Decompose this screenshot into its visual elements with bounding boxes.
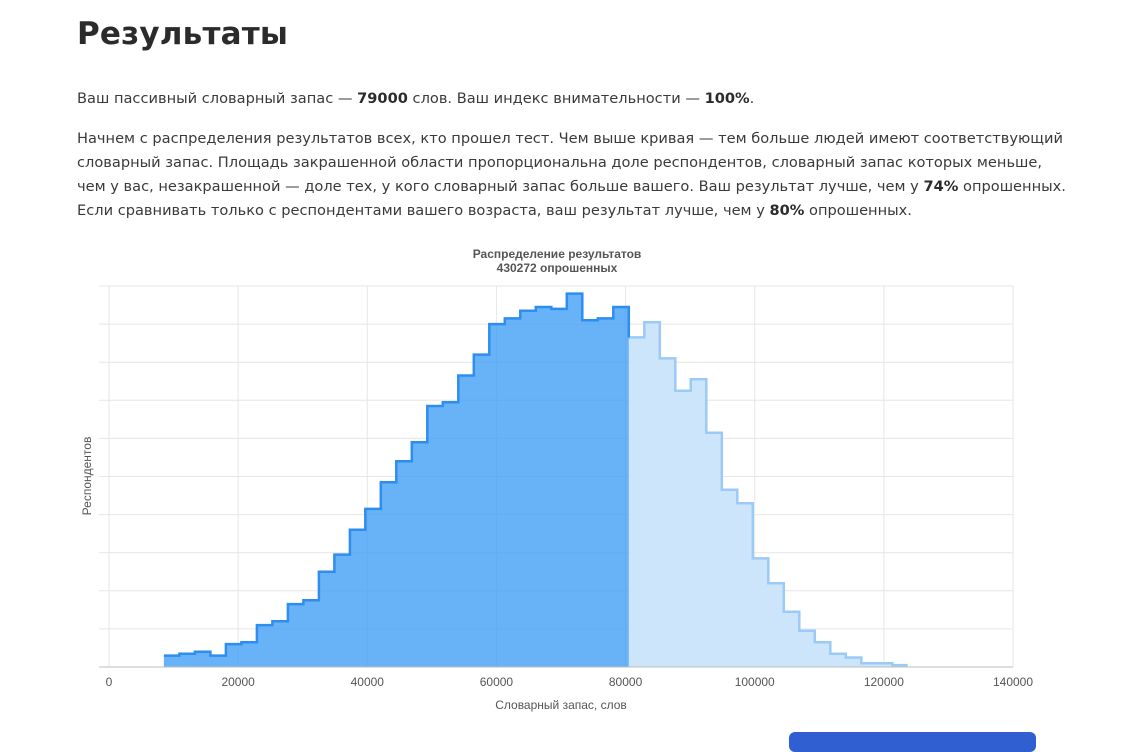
chart-title: Распределение результатов [473, 247, 642, 261]
x-tick-label: 0 [106, 675, 113, 689]
percent-age-value: 80% [769, 202, 805, 219]
summary-text-1: Ваш пассивный словарный запас — [77, 90, 358, 107]
x-tick-label: 80000 [609, 675, 643, 689]
description-text-3: опрошенных. [804, 202, 912, 219]
chart-subtitle: 430272 опрошенных [497, 261, 618, 275]
chart-axes: 0 20000 40000 60000 80000 100000 120000 140000 [99, 666, 1033, 689]
x-tick-label: 40000 [351, 675, 385, 689]
distribution-chart: 0 20000 40000 60000 80000 100000 120000 140000 … [80, 247, 1033, 712]
x-axis-label: Словарный запас, слов [495, 698, 627, 712]
page-title: Результаты [77, 16, 289, 52]
y-axis-label: Респондентов [80, 437, 94, 516]
summary-text-3: . [749, 90, 755, 107]
primary-button[interactable] [789, 732, 1036, 752]
percent-all-value: 74% [923, 178, 959, 195]
line-above-user [627, 307, 908, 667]
summary-paragraph: Ваш пассивный словарный запас — 79000 сл… [77, 87, 1067, 111]
description-text-1: Начнем с распределения результатов всех,… [77, 130, 1063, 195]
description-text-2: опрошенных. Если сравнивать только с рес… [77, 178, 1066, 219]
x-tick-label: 20000 [221, 675, 255, 689]
vocab-value: 79000 [357, 90, 408, 107]
x-tick-label: 120000 [864, 675, 904, 689]
x-tick-label: 140000 [993, 675, 1033, 689]
line-below-user [163, 292, 631, 657]
x-tick-label: 60000 [480, 675, 514, 689]
summary-text-2: слов. Ваш индекс внимательности — [407, 90, 705, 107]
description-paragraph: Начнем с распределения результатов всех,… [77, 127, 1067, 223]
area-above-user [628, 307, 908, 667]
chart-area [163, 292, 908, 667]
attention-value: 100% [704, 90, 750, 107]
x-tick-label: 100000 [735, 675, 775, 689]
